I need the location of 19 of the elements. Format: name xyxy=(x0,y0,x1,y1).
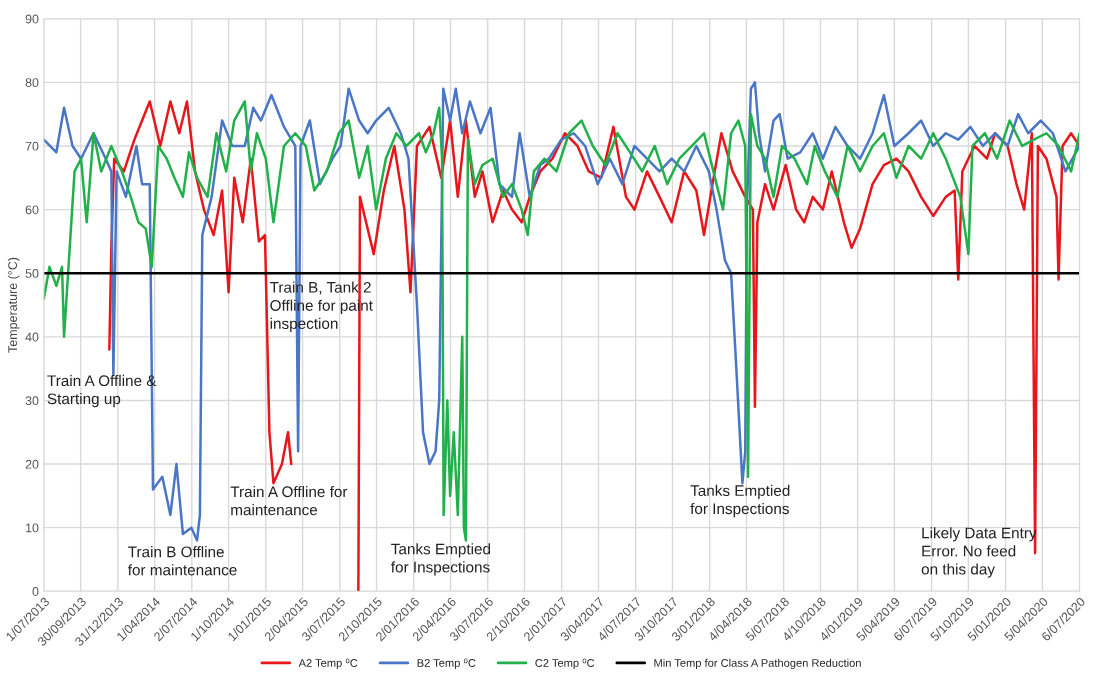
y-tick-label: 50 xyxy=(25,269,39,278)
y-tick-label: 20 xyxy=(25,459,39,469)
legend-label: Min Temp for Class A Pathogen Reduction xyxy=(654,658,861,670)
annotation: Tanks Emptied for Inspections xyxy=(690,484,790,518)
y-tick-label: 30 xyxy=(25,396,39,406)
y-tick-label: 90 xyxy=(25,14,39,24)
y-tick-label: 80 xyxy=(25,78,39,88)
y-tick-label: 70 xyxy=(25,141,39,151)
y-tick-label: 10 xyxy=(26,523,39,533)
annotation: Train A Offline for maintenance xyxy=(230,485,348,516)
y-axis-title: Temperature (°C) xyxy=(7,257,20,353)
annotation: Train B Offline for maintenance xyxy=(127,546,237,576)
legend-label: C2 Temp ⁰C xyxy=(535,658,595,670)
y-tick-label: 0 xyxy=(32,587,39,596)
legend-label: A2 Temp ⁰C xyxy=(298,658,358,670)
y-tick-label: 40 xyxy=(25,332,39,342)
y-tick-label: 60 xyxy=(25,205,39,215)
annotation: Tanks Emptied for Inspections xyxy=(391,543,491,576)
legend-label: B2 Temp ⁰C xyxy=(417,658,476,670)
